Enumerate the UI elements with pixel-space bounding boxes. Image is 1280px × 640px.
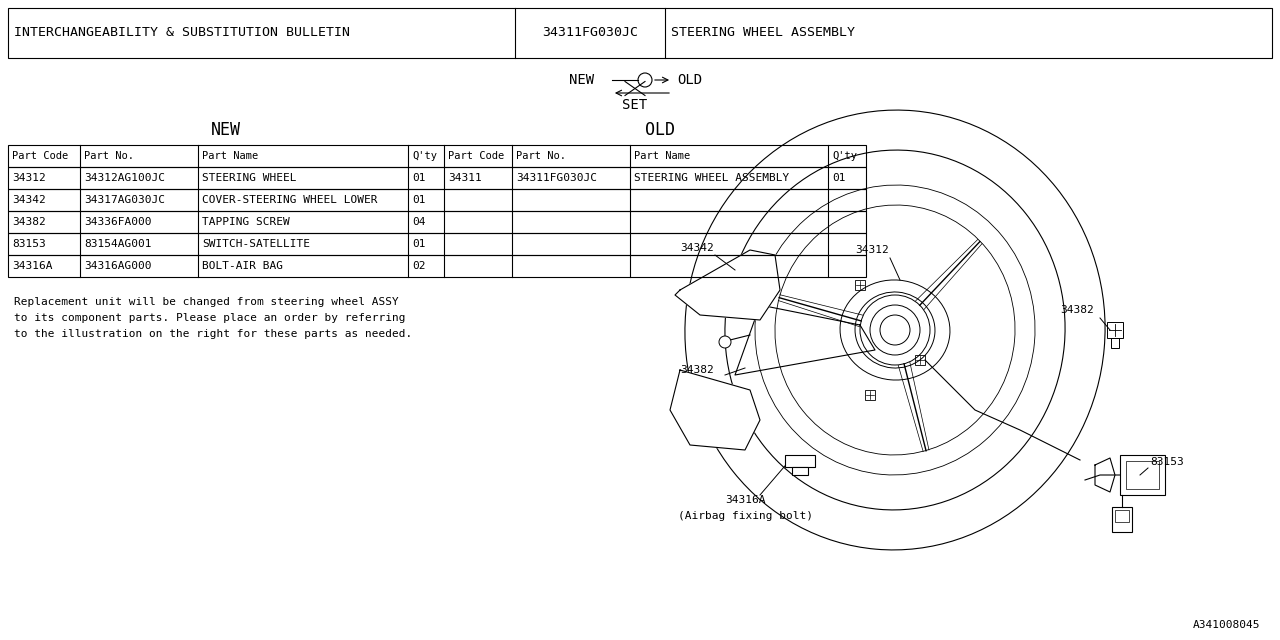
Bar: [8, 255, 867, 277]
Text: Part No.: Part No.: [84, 151, 134, 161]
Bar: [865, 390, 876, 400]
Bar: [8, 167, 867, 189]
Bar: [915, 355, 925, 365]
Text: to the illustration on the right for these parts as needed.: to the illustration on the right for the…: [14, 329, 412, 339]
Text: 01: 01: [412, 173, 425, 183]
Bar: [1115, 510, 1129, 522]
Text: (Airbag fixing bolt): (Airbag fixing bolt): [677, 511, 813, 521]
Bar: [8, 189, 867, 211]
Text: 34311FG030JC: 34311FG030JC: [516, 173, 596, 183]
Text: 34382: 34382: [680, 365, 714, 375]
Bar: [855, 280, 865, 290]
Bar: [792, 467, 808, 475]
Text: 34316A: 34316A: [724, 495, 765, 505]
Text: 04: 04: [412, 217, 425, 227]
Text: NEW: NEW: [211, 121, 241, 139]
Bar: [1107, 322, 1123, 338]
Bar: [8, 233, 867, 255]
Text: 34342: 34342: [12, 195, 46, 205]
Text: 34312: 34312: [12, 173, 46, 183]
Polygon shape: [675, 250, 780, 320]
Text: SET: SET: [622, 98, 648, 112]
Text: to its component parts. Please place an order by referring: to its component parts. Please place an …: [14, 313, 406, 323]
Text: 34312: 34312: [855, 245, 888, 255]
Polygon shape: [735, 305, 876, 375]
Text: A341008045: A341008045: [1193, 620, 1260, 630]
Polygon shape: [1094, 458, 1115, 492]
Text: 01: 01: [412, 239, 425, 249]
Circle shape: [719, 336, 731, 348]
Bar: [1111, 338, 1119, 348]
Text: OLD: OLD: [645, 121, 675, 139]
Text: 34336FA000: 34336FA000: [84, 217, 151, 227]
Bar: [8, 145, 867, 167]
Text: SWITCH-SATELLITE: SWITCH-SATELLITE: [202, 239, 310, 249]
Text: OLD: OLD: [677, 73, 703, 87]
Text: Q'ty: Q'ty: [832, 151, 858, 161]
Text: STEERING WHEEL: STEERING WHEEL: [202, 173, 297, 183]
Text: 01: 01: [832, 173, 846, 183]
Text: 34382: 34382: [1060, 305, 1093, 315]
Text: STEERING WHEEL ASSEMBLY: STEERING WHEEL ASSEMBLY: [671, 26, 855, 40]
Text: 83154AG001: 83154AG001: [84, 239, 151, 249]
Text: Part No.: Part No.: [516, 151, 566, 161]
Bar: [1112, 507, 1132, 532]
Text: 34316A: 34316A: [12, 261, 52, 271]
Text: 02: 02: [412, 261, 425, 271]
Text: Part Code: Part Code: [448, 151, 504, 161]
Text: 34312AG100JC: 34312AG100JC: [84, 173, 165, 183]
Text: Part Name: Part Name: [202, 151, 259, 161]
Text: 34382: 34382: [12, 217, 46, 227]
Bar: [8, 211, 867, 233]
Text: 83153: 83153: [12, 239, 46, 249]
Text: COVER-STEERING WHEEL LOWER: COVER-STEERING WHEEL LOWER: [202, 195, 378, 205]
Polygon shape: [669, 370, 760, 450]
Text: NEW: NEW: [570, 73, 595, 87]
Text: Part Code: Part Code: [12, 151, 68, 161]
Text: 34316AG000: 34316AG000: [84, 261, 151, 271]
Text: Replacement unit will be changed from steering wheel ASSY: Replacement unit will be changed from st…: [14, 297, 399, 307]
Bar: [1120, 455, 1165, 495]
Bar: [8, 8, 1272, 58]
Bar: [785, 455, 815, 467]
Text: 34311: 34311: [448, 173, 481, 183]
Text: 34311FG030JC: 34311FG030JC: [541, 26, 637, 40]
Text: STEERING WHEEL ASSEMBLY: STEERING WHEEL ASSEMBLY: [634, 173, 790, 183]
Text: 83153: 83153: [1149, 457, 1184, 467]
Text: 34342: 34342: [680, 243, 714, 253]
Text: 01: 01: [412, 195, 425, 205]
Text: Part Name: Part Name: [634, 151, 690, 161]
Text: TAPPING SCREW: TAPPING SCREW: [202, 217, 289, 227]
Text: 34317AG030JC: 34317AG030JC: [84, 195, 165, 205]
Bar: [1126, 461, 1158, 489]
Text: INTERCHANGEABILITY & SUBSTITUTION BULLETIN: INTERCHANGEABILITY & SUBSTITUTION BULLET…: [14, 26, 349, 40]
Text: Q'ty: Q'ty: [412, 151, 436, 161]
Text: BOLT-AIR BAG: BOLT-AIR BAG: [202, 261, 283, 271]
